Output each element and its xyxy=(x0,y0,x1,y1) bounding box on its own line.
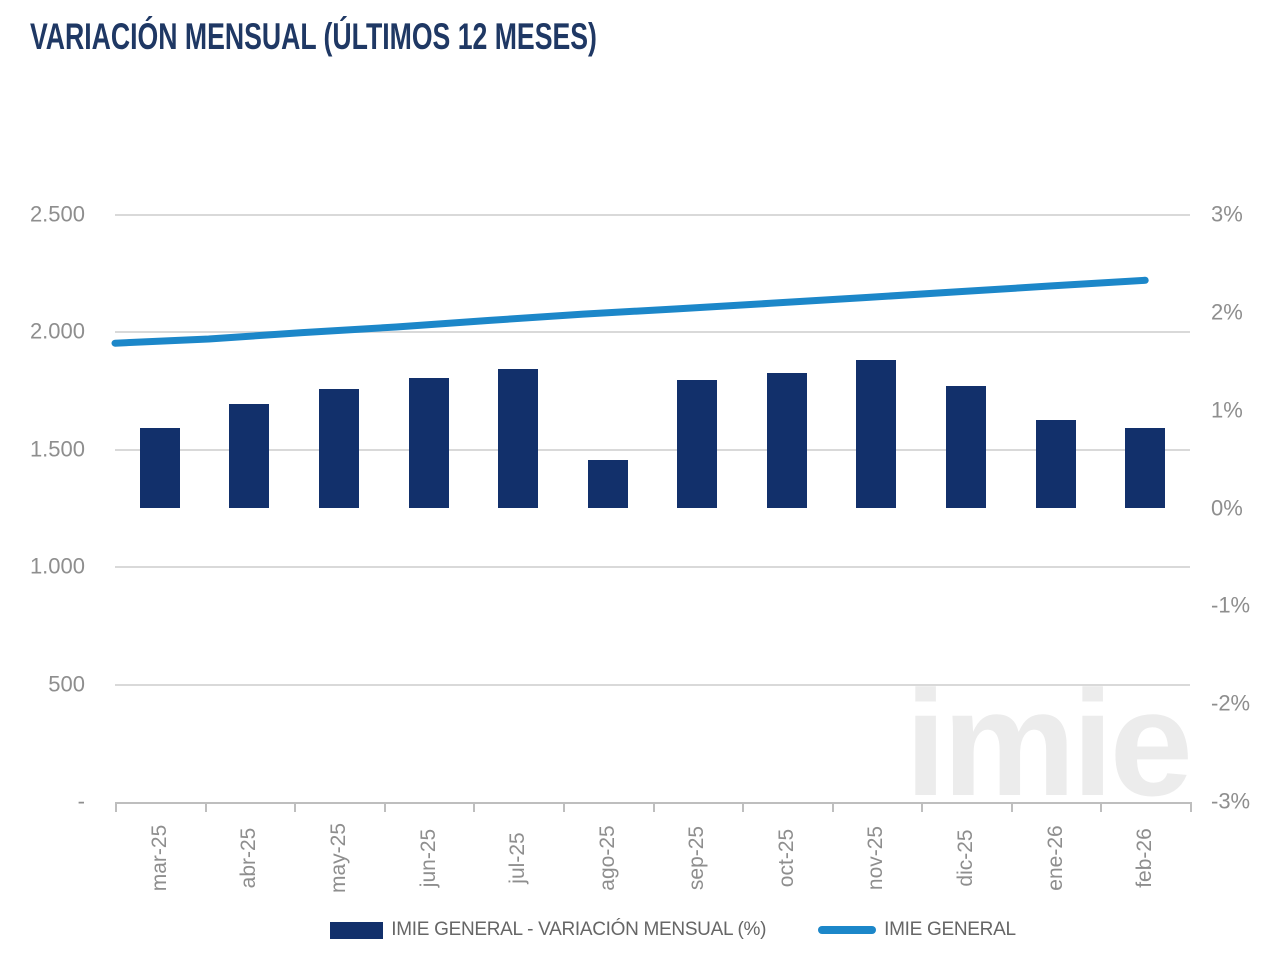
right-axis-label-2%: 2% xyxy=(1211,299,1243,325)
left-axis-label-2.500: 2.500 xyxy=(29,201,85,227)
x-axis-tick xyxy=(204,803,207,812)
x-axis-tick xyxy=(115,803,117,812)
x-axis-tick xyxy=(294,803,297,812)
bar-mar-25 xyxy=(139,428,180,509)
left-axis-label-1.500: 1.500 xyxy=(29,436,85,462)
imie-general-line xyxy=(111,276,1149,347)
x-axis-tick xyxy=(742,803,745,812)
x-axis-tick xyxy=(921,803,924,812)
legend-label: IMIE GENERAL - VARIACIÓN MENSUAL (%) xyxy=(391,919,767,940)
x-axis-tick xyxy=(383,803,386,812)
bar-ago-25 xyxy=(587,459,628,509)
x-axis-label-ene-26: ene-26 xyxy=(1043,825,1067,891)
gridline-1000 xyxy=(115,566,1190,569)
gridline-2500 xyxy=(115,214,1190,216)
right-axis-label-3%: 3% xyxy=(1211,201,1243,227)
x-axis-label-ago-25: ago-25 xyxy=(595,825,619,891)
right-axis-label-0%: 0% xyxy=(1211,494,1243,520)
legend-item-variacion-mensual: IMIE GENERAL - VARIACIÓN MENSUAL (%) xyxy=(330,919,766,941)
right-axis-label--1%: -1% xyxy=(1211,592,1251,618)
chart-title: VARIACIÓN MENSUAL (ÚLTIMOS 12 MESES) xyxy=(30,16,597,57)
bar-dic-25 xyxy=(946,386,987,509)
line-series-swatch-icon xyxy=(818,926,877,934)
left-axis-label-1.000: 1.000 xyxy=(29,553,85,579)
bar-ene-26 xyxy=(1035,420,1076,509)
bar-oct-25 xyxy=(766,373,807,509)
gridline-1500 xyxy=(115,448,1190,451)
bar-nov-25 xyxy=(856,359,897,509)
bar-jun-25 xyxy=(408,378,449,509)
bar-jul-25 xyxy=(498,368,539,509)
left-axis-label-2.000: 2.000 xyxy=(29,318,85,344)
x-axis-tick xyxy=(1010,803,1013,812)
gridline-2000 xyxy=(115,331,1190,334)
x-axis-label-jul-25: jul-25 xyxy=(506,832,530,884)
x-axis-label-abr-25: abr-25 xyxy=(237,827,261,889)
x-axis-tick xyxy=(562,803,565,812)
x-axis-label-nov-25: nov-25 xyxy=(864,825,888,891)
x-axis-tick xyxy=(831,803,834,812)
bar-abr-25 xyxy=(229,403,270,509)
x-axis-label-dic-25: dic-25 xyxy=(954,829,978,887)
x-axis-label-oct-25: oct-25 xyxy=(774,828,798,888)
x-axis-label-feb-26: feb-26 xyxy=(1133,828,1157,888)
bar-feb-26 xyxy=(1125,428,1166,509)
right-axis-label--2%: -2% xyxy=(1211,690,1251,716)
x-axis-tick xyxy=(473,803,476,812)
x-axis-label-sep-25: sep-25 xyxy=(685,825,709,891)
x-axis-tick xyxy=(1100,803,1103,812)
right-axis-label--3%: -3% xyxy=(1211,788,1251,814)
gridline-500 xyxy=(115,683,1190,686)
bar-series-swatch-icon xyxy=(330,921,384,939)
right-axis-label-1%: 1% xyxy=(1211,397,1243,423)
x-axis-label-mar-25: mar-25 xyxy=(147,824,171,892)
x-axis-tick xyxy=(652,803,655,812)
x-axis-label-jun-25: jun-25 xyxy=(416,828,440,888)
bar-may-25 xyxy=(318,389,359,509)
chart-legend: IMIE GENERAL - VARIACIÓN MENSUAL (%) IMI… xyxy=(0,919,1284,941)
legend-item-imie-general: IMIE GENERAL xyxy=(818,919,1016,941)
left-axis-label-500: 500 xyxy=(48,671,85,697)
bar-sep-25 xyxy=(677,380,718,509)
legend-label: IMIE GENERAL xyxy=(884,919,1016,940)
x-axis-tick xyxy=(1190,803,1192,812)
x-axis-label-may-25: may-25 xyxy=(326,822,350,894)
left-axis-label--: - xyxy=(77,788,85,814)
imie-watermark: imie xyxy=(904,659,1193,827)
